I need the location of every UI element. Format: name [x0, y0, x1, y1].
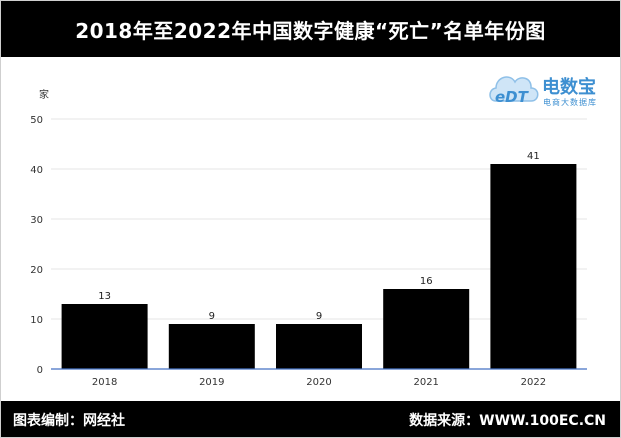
x-tick-label-2020: 2020 — [306, 377, 331, 388]
bar-2020 — [276, 324, 362, 369]
bar-2021 — [383, 289, 470, 369]
x-tick-label-2018: 2018 — [92, 377, 117, 388]
logo-name: 电数宝 — [542, 77, 596, 98]
y-tick-label: 10 — [30, 315, 43, 326]
data-label-2020: 9 — [316, 311, 322, 322]
y-tick-label: 30 — [30, 215, 43, 226]
y-tick-label: 50 — [30, 115, 43, 126]
bar-2018 — [61, 304, 148, 369]
x-tick-label-2019: 2019 — [199, 377, 224, 388]
x-tick-label-2021: 2021 — [413, 377, 438, 388]
cloud-logo-icon: eDT — [489, 76, 539, 106]
y-tick-label: 40 — [30, 165, 43, 176]
data-labels: 13 9 9 16 41 — [98, 151, 540, 322]
y-axis-ticks: 0 10 20 30 40 50 — [30, 115, 43, 376]
bars — [61, 164, 577, 369]
bar-2019 — [168, 324, 255, 369]
title-bar: 2018年至2022年中国数字健康“死亡”名单年份图 — [1, 1, 620, 57]
data-label-2018: 13 — [98, 291, 111, 302]
x-axis-ticks: 2018 2019 2020 2021 2022 — [92, 377, 546, 388]
x-tick-label-2022: 2022 — [521, 377, 546, 388]
footer-credit: 图表编制：网经社 — [13, 413, 125, 429]
edt-logo: eDT 电数宝 电商大数据库 — [486, 67, 616, 117]
y-tick-label: 0 — [37, 365, 43, 376]
footer-bar: 图表编制：网经社 数据来源：WWW.100EC.CN — [1, 401, 620, 437]
chart-title: 2018年至2022年中国数字健康“死亡”名单年份图 — [75, 18, 546, 43]
data-label-2021: 16 — [420, 276, 433, 287]
bar-chart: 0 10 20 30 40 50 13 9 9 16 41 2018 2019 2020 2021 202… — [30, 88, 587, 388]
y-axis-label: 家 — [39, 88, 49, 101]
bar-2022 — [490, 164, 577, 369]
logo-mark: eDT — [495, 88, 530, 106]
chart-area: eDT 电数宝 电商大数据库 0 10 20 30 40 50 13 9 9 16 41 2018… — [1, 57, 620, 401]
logo-subtitle: 电商大数据库 — [543, 98, 597, 107]
footer-source: 数据来源：WWW.100EC.CN — [409, 413, 606, 429]
y-tick-label: 20 — [30, 265, 43, 276]
data-label-2019: 9 — [209, 311, 215, 322]
data-label-2022: 41 — [527, 151, 540, 162]
